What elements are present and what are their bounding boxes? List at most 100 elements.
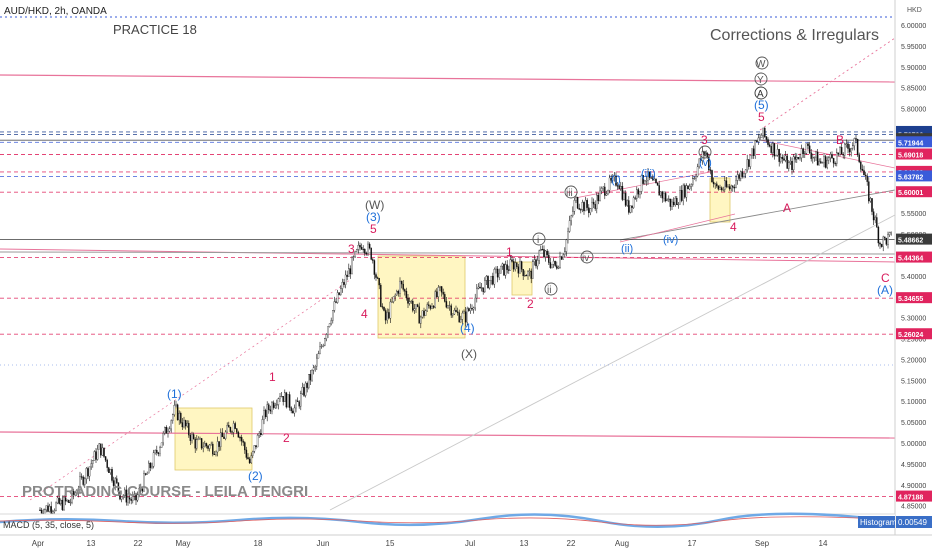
candle-body [620,186,622,190]
price-tag-box [896,136,932,148]
price-tag-box [896,328,932,340]
candle-body [746,159,748,171]
candle-body [327,326,329,335]
price-tag-box [896,148,932,160]
candle-body [608,177,611,191]
candle-body [637,189,640,195]
candle-body [202,446,204,449]
candle-body [732,185,734,188]
candle-body [885,238,888,245]
candle-body [290,407,292,412]
candle-body [754,140,756,156]
wave-label: A [757,89,764,100]
candle-body [685,185,688,198]
candle-body [503,263,505,276]
candle-body [247,457,249,460]
candle-body [520,261,523,270]
candle-body [208,444,211,449]
candle-body [832,158,835,164]
candle-body [156,450,158,453]
price-tag-box [896,186,932,198]
candle-body [778,149,780,162]
candle-body [479,286,481,289]
candle-body [116,478,118,483]
candle-body [264,410,267,418]
candle-body [141,488,144,492]
candle-body [711,170,713,183]
price-tick-label: 5.20000 [901,357,926,364]
candle-body [632,197,635,208]
candle-body [333,301,336,311]
candle-body [392,296,395,302]
candle-body [231,431,233,433]
candle-body [400,280,403,285]
candle-body [384,310,387,321]
candle-body [140,488,142,490]
wave-label: 1 [506,245,513,259]
time-tick-label: 17 [688,539,697,548]
candle-body [447,305,449,308]
candle-body [792,156,795,171]
candle-body [408,301,411,304]
candle-body [589,208,592,213]
candle-body [764,127,766,137]
candle-body [644,180,646,184]
candle-body [444,294,446,302]
candle-body [429,305,432,309]
wave-label: (4) [460,321,475,335]
time-tick-label: Aug [615,539,629,548]
candle-body [480,287,483,289]
candle-body [597,194,600,202]
candle-body [616,185,619,187]
candle-body [359,245,361,248]
candle-body [181,422,184,428]
candle-body [72,491,75,496]
candle-body [696,166,699,177]
trend-lines [0,16,896,511]
candle-body [527,271,529,276]
candle-body [69,501,72,504]
candle-body [213,453,216,456]
candle-body [573,200,576,212]
candle-body [666,199,668,202]
candle-body [703,151,705,155]
candle-body [580,209,582,211]
candle-body [98,443,100,450]
candle-body [127,497,129,503]
candle-body [532,261,534,279]
wave-label: 5 [370,222,377,236]
price-tag-label: 5.71944 [898,140,923,147]
candle-body [784,155,787,161]
candle-body [424,310,427,316]
candle-body [533,259,536,262]
candle-body [658,185,660,196]
candle-body [152,452,155,467]
candle-body [146,472,148,475]
candle-body [676,198,678,205]
candle-body [276,404,278,406]
candle-body [730,185,732,190]
candle-body [234,423,236,429]
candle-body [74,492,76,496]
candle-body [365,253,368,255]
candle-body [567,231,569,241]
candle-body [552,260,555,265]
candle-body [308,374,310,388]
time-tick-label: Sep [755,539,770,548]
candle-body [757,137,760,142]
candle-body [800,148,803,159]
candle-body [650,177,652,179]
price-tick-label: 5.90000 [901,65,926,72]
candle-body [300,393,302,407]
candle-body [312,367,315,371]
candle-body [744,169,747,174]
pink-lower-line [0,431,896,439]
candle-body [802,148,804,155]
candle-body [524,275,526,277]
candle-body [306,382,308,388]
candle-body [191,434,193,441]
candle-body [674,198,676,206]
wave-label: (W) [365,198,384,212]
candle-body [716,183,718,187]
